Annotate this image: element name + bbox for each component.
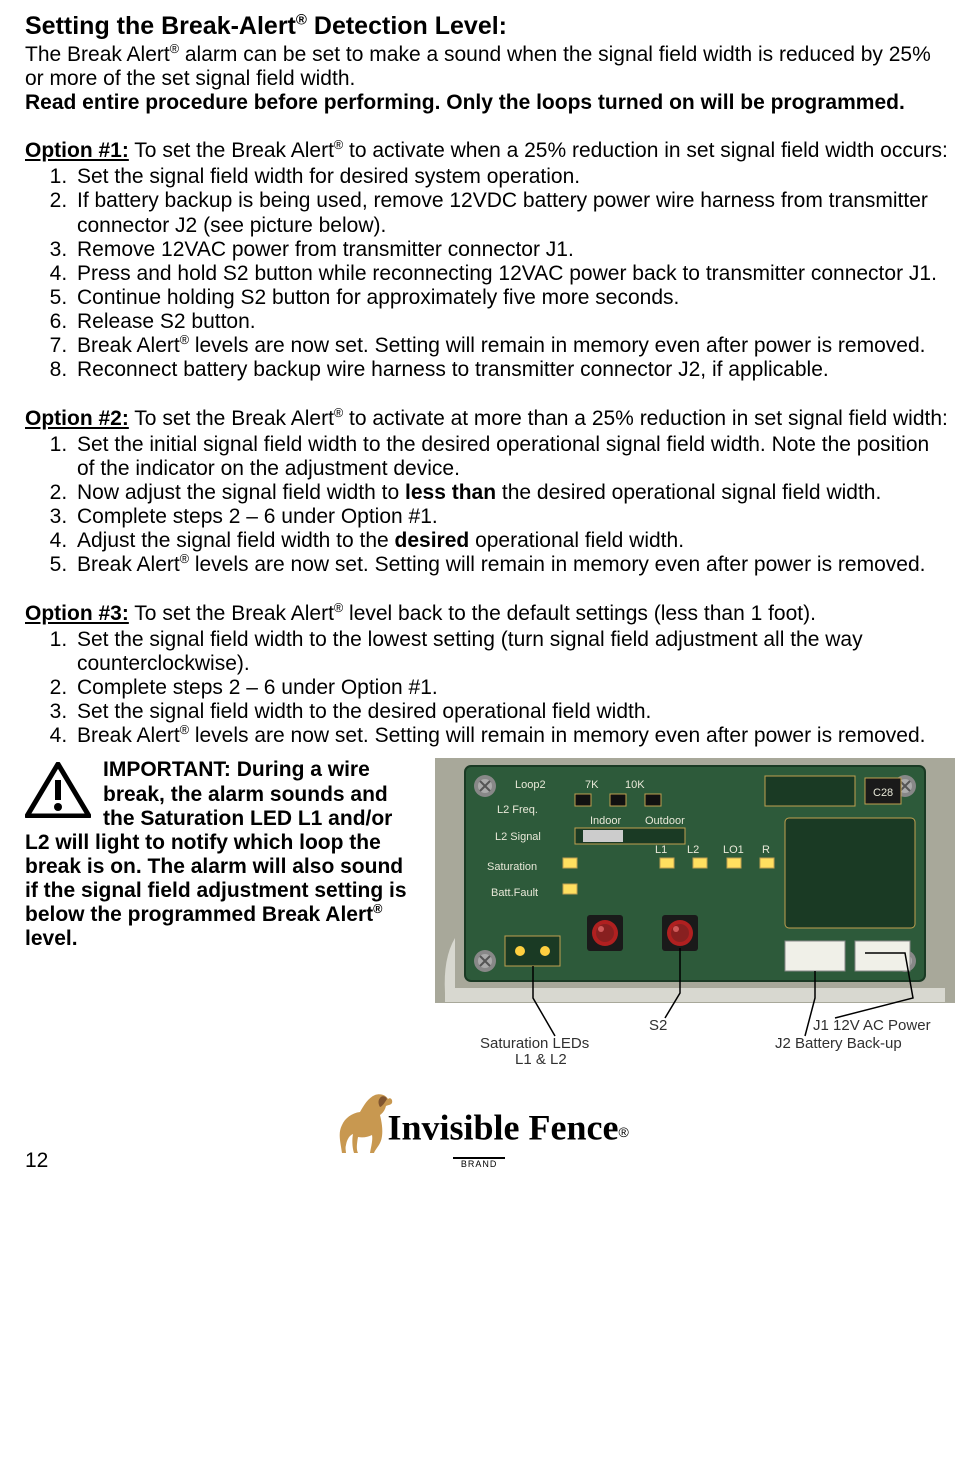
li-4b: levels are now set. Setting will remain … xyxy=(189,724,925,747)
li-4c: operational field width. xyxy=(469,529,684,552)
brand-logo: Invisible Fence® BRAND xyxy=(48,1085,910,1173)
li-4a: Adjust the signal field width to the xyxy=(77,529,395,552)
warning-block: IMPORTANT: During a wire break, the alar… xyxy=(25,758,415,951)
list-item: Break Alert® levels are now set. Setting… xyxy=(73,553,950,577)
li-5b: levels are now set. Setting will remain … xyxy=(189,553,925,576)
li-2c: the desired operational signal field wid… xyxy=(496,481,881,504)
svg-text:7K: 7K xyxy=(585,779,599,791)
list-item: Remove 12VAC power from transmitter conn… xyxy=(73,238,950,262)
option-3-lead-a: To set the Break Alert xyxy=(129,602,334,625)
option-2-lead-a: To set the Break Alert xyxy=(129,407,334,430)
list-item: Set the signal field width for desired s… xyxy=(73,165,950,189)
reg-mark: ® xyxy=(170,42,179,56)
reg-mark: ® xyxy=(180,333,189,347)
reg-mark: ® xyxy=(296,12,307,29)
list-item: If battery backup is being used, remove … xyxy=(73,189,950,237)
svg-text:R: R xyxy=(762,844,770,856)
svg-text:L2 Signal: L2 Signal xyxy=(495,831,541,843)
svg-text:Saturation: Saturation xyxy=(487,861,537,873)
pcb-diagram: Loop2 7K 10K L2 Freq. Indoor Outdoor L2 Signal… xyxy=(435,758,955,1074)
svg-text:L1: L1 xyxy=(655,844,667,856)
option-3-heading: Option #3: To set the Break Alert® level… xyxy=(25,602,950,626)
reg-mark: ® xyxy=(373,902,382,916)
list-item: Adjust the signal field width to the des… xyxy=(73,529,950,553)
option-1-list: Set the signal field width for desired s… xyxy=(25,165,950,382)
svg-text:Indoor: Indoor xyxy=(590,815,622,827)
li-2b: less than xyxy=(405,481,496,504)
li-4b: desired xyxy=(395,529,470,552)
svg-text:Saturation LEDs: Saturation LEDs xyxy=(480,1035,589,1052)
svg-text:L2: L2 xyxy=(687,844,699,856)
heading-post: Detection Level: xyxy=(307,12,507,40)
list-item: Set the signal field width to the desire… xyxy=(73,700,950,724)
svg-text:Batt.Fault: Batt.Fault xyxy=(491,887,538,899)
li-5a: Break Alert xyxy=(77,553,180,576)
svg-text:10K: 10K xyxy=(625,779,645,791)
option-2-label: Option #2: xyxy=(25,407,129,430)
option-3-label: Option #3: xyxy=(25,602,129,625)
warning-text-b: level. xyxy=(25,927,78,950)
svg-text:L1 & L2: L1 & L2 xyxy=(515,1051,567,1068)
brand-name: Invisible Fence xyxy=(387,1107,618,1147)
intro-1a: The Break Alert xyxy=(25,43,170,66)
list-item: Break Alert® levels are now set. Setting… xyxy=(73,724,950,748)
heading-pre: Setting the Break-Alert xyxy=(25,12,296,40)
page-number: 12 xyxy=(25,1149,48,1173)
list-item: Break Alert® levels are now set. Setting… xyxy=(73,334,950,358)
list-item: Press and hold S2 button while reconnect… xyxy=(73,262,950,286)
svg-text:S2: S2 xyxy=(649,1017,667,1034)
reg-mark: ® xyxy=(180,723,189,737)
reg-mark: ® xyxy=(618,1124,628,1140)
option-2-heading: Option #2: To set the Break Alert® to ac… xyxy=(25,407,950,431)
li-4a: Break Alert xyxy=(77,724,180,747)
intro-bold: Read entire procedure before performing.… xyxy=(25,91,905,114)
list-item: Reconnect battery backup wire harness to… xyxy=(73,358,950,382)
option-2-list: Set the initial signal field width to th… xyxy=(25,433,950,578)
list-item: Complete steps 2 – 6 under Option #1. xyxy=(73,676,950,700)
option-3-list: Set the signal field width to the lowest… xyxy=(25,628,950,749)
reg-mark: ® xyxy=(334,601,343,615)
list-item: Release S2 button. xyxy=(73,310,950,334)
intro-paragraph: The Break Alert® alarm can be set to mak… xyxy=(25,43,950,115)
list-item: Continue holding S2 button for approxima… xyxy=(73,286,950,310)
li-7a: Break Alert xyxy=(77,334,180,357)
option-1-heading: Option #1: To set the Break Alert® to ac… xyxy=(25,139,950,163)
option-3-lead-b: level back to the default settings (less… xyxy=(343,602,816,625)
option-1-lead-b: to activate when a 25% reduction in set … xyxy=(343,139,948,162)
option-1-label: Option #1: xyxy=(25,139,129,162)
svg-text:Outdoor: Outdoor xyxy=(645,815,685,827)
li-7b: levels are now set. Setting will remain … xyxy=(189,334,925,357)
list-item: Now adjust the signal field width to les… xyxy=(73,481,950,505)
svg-text:J2 Battery Back-up: J2 Battery Back-up xyxy=(775,1035,902,1052)
list-item: Set the signal field width to the lowest… xyxy=(73,628,950,676)
svg-text:C28: C28 xyxy=(873,787,893,799)
warning-icon xyxy=(25,762,91,818)
svg-text:LO1: LO1 xyxy=(723,844,744,856)
reg-mark: ® xyxy=(334,406,343,420)
svg-text:L2 Freq.: L2 Freq. xyxy=(497,804,538,816)
list-item: Complete steps 2 – 6 under Option #1. xyxy=(73,505,950,529)
page-title: Setting the Break-Alert® Detection Level… xyxy=(25,12,950,41)
svg-text:J1 12V AC Power: J1 12V AC Power xyxy=(813,1017,931,1034)
option-1-lead-a: To set the Break Alert xyxy=(129,139,334,162)
option-2-lead-b: to activate at more than a 25% reduction… xyxy=(343,407,948,430)
reg-mark: ® xyxy=(180,552,189,566)
brand-sub: BRAND xyxy=(453,1157,506,1169)
reg-mark: ® xyxy=(334,138,343,152)
svg-text:Loop2: Loop2 xyxy=(515,779,546,791)
li-2a: Now adjust the signal field width to xyxy=(77,481,405,504)
list-item: Set the initial signal field width to th… xyxy=(73,433,950,481)
